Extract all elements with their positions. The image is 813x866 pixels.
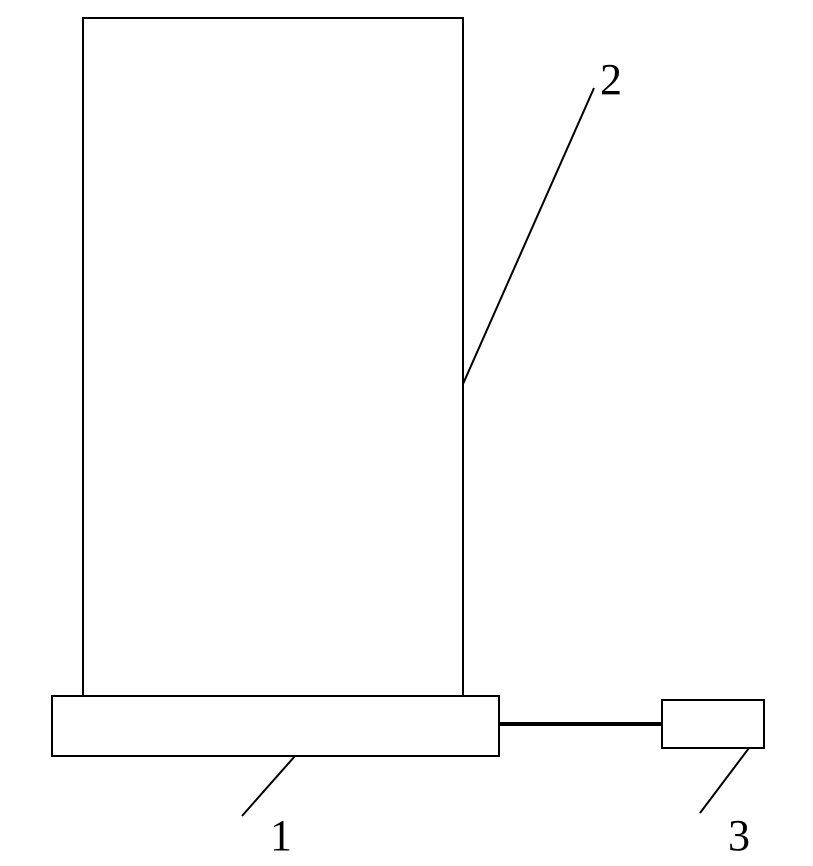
canvas-background — [0, 0, 813, 866]
annotation-label-1: 1 — [270, 811, 292, 860]
annotation-label-2: 2 — [600, 55, 622, 104]
annotation-label-3: 3 — [728, 811, 750, 860]
